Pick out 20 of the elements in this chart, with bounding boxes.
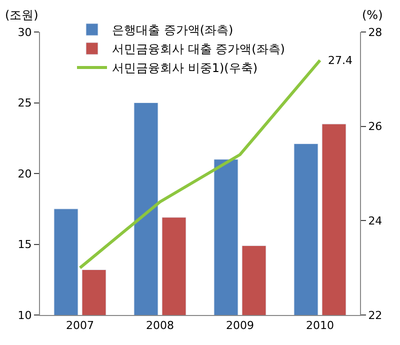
y2-tick-label: 26 — [368, 120, 382, 134]
y-tick-label: 10 — [18, 308, 32, 322]
y2-tick-label: 22 — [368, 308, 382, 322]
annotation: 27.4 — [328, 54, 352, 67]
y-axis-title: (조원) — [5, 8, 38, 22]
x-tick-label: 2008 — [146, 319, 174, 332]
x-tick-label: 2010 — [306, 319, 334, 332]
y-tick-label: 15 — [18, 238, 32, 252]
y2-tick-label: 28 — [368, 26, 382, 39]
y-tick-label: 20 — [18, 167, 32, 180]
x-tick-label: 2007 — [66, 319, 94, 332]
legend-label: 서민금융회사 대출 증가액(좌측) — [112, 42, 285, 56]
x-tick-label: 2009 — [226, 319, 254, 332]
y-tick-label: 30 — [18, 26, 32, 39]
y-tick-label: 25 — [18, 96, 32, 110]
line-series — [78, 58, 322, 270]
y2-tick-label: 24 — [368, 214, 382, 228]
legend-label: 서민금융회사 비중1)(우축) — [112, 61, 258, 76]
y2-axis-title: (%) — [362, 8, 383, 22]
legend-label: 은행대출 증가액(좌측) — [112, 23, 234, 38]
